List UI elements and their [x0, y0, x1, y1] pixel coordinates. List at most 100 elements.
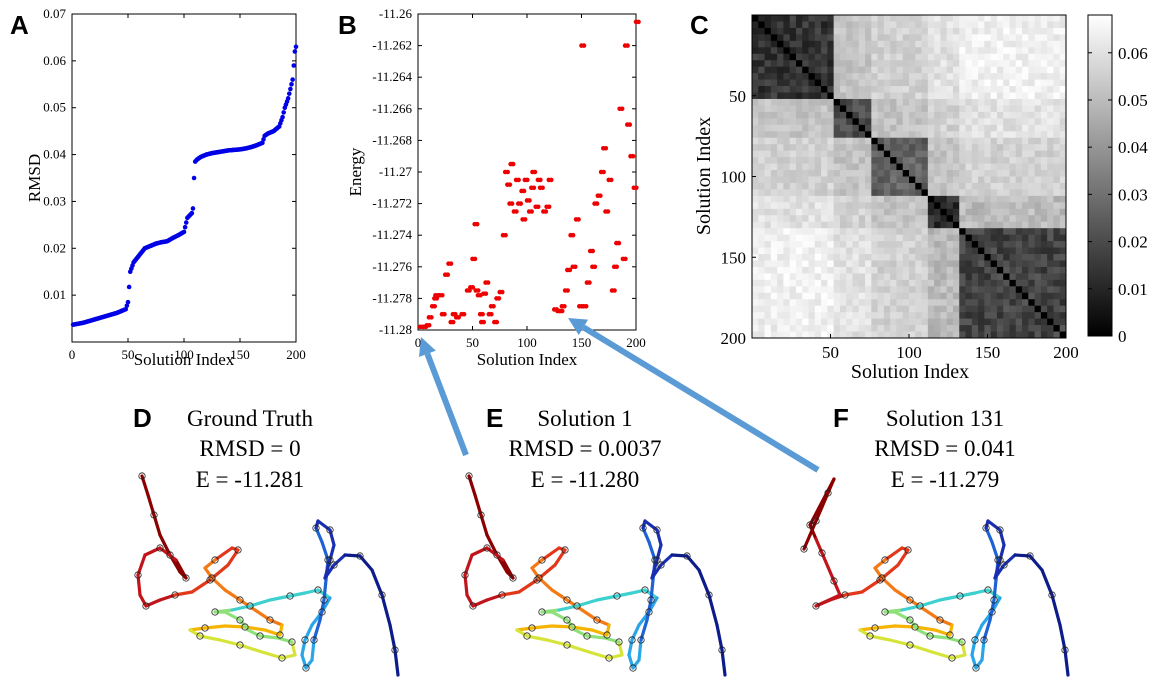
heatmap-cell: [827, 118, 835, 126]
heatmap-cell: [795, 27, 803, 35]
heatmap-cell: [890, 254, 897, 261]
heatmap-cell: [1047, 215, 1054, 223]
heatmap-cell: [902, 331, 910, 339]
residue-marker: [647, 596, 655, 604]
heatmap-cell: [802, 73, 810, 81]
heatmap-cell: [896, 182, 904, 190]
heatmap-cell: [783, 299, 791, 307]
heatmap-cell: [858, 53, 866, 61]
heatmap-cell: [909, 195, 916, 203]
residue-marker: [538, 556, 546, 564]
heatmap-cell: [1015, 34, 1023, 42]
heatmap-cell: [965, 73, 973, 81]
residue-marker: [657, 561, 665, 569]
heatmap-cell: [883, 221, 891, 229]
heatmap-cell: [1034, 331, 1042, 339]
data-point: [456, 315, 461, 320]
heatmap-cell: [890, 234, 897, 242]
heatmap-cell: [1015, 279, 1023, 287]
heatmap-cell: [871, 234, 879, 242]
heatmap-cell: [934, 299, 941, 307]
heatmap-cell: [865, 273, 872, 281]
backbone-segment: [1002, 553, 1017, 567]
heatmap-cell: [783, 260, 791, 268]
heatmap-cell: [1034, 260, 1042, 268]
heatmap-cell: [990, 215, 998, 223]
heatmap-cell: [952, 21, 960, 29]
heatmap-cell: [927, 137, 935, 145]
heatmap-cell: [940, 150, 948, 158]
panel-b: -11.28-11.278-11.276-11.274-11.272-11.27…: [346, 6, 646, 369]
heatmap-cell: [971, 79, 979, 87]
heatmap-cell: [783, 79, 791, 87]
backbone-segment: [268, 618, 284, 627]
heatmap-cell: [1015, 176, 1023, 184]
heatmap-cell: [965, 118, 973, 126]
heatmap-cell: [990, 170, 998, 177]
heatmap-cell: [752, 279, 759, 287]
heatmap-cell: [902, 221, 910, 229]
heatmap-cell: [789, 157, 797, 165]
heatmap-cell: [927, 247, 935, 255]
heatmap-cell: [1047, 234, 1054, 242]
heatmap-cell: [1059, 66, 1067, 74]
residue-marker: [206, 576, 214, 584]
heatmap-cell: [896, 98, 904, 106]
heatmap-cell: [1053, 53, 1061, 61]
heatmap-cell: [1022, 105, 1029, 113]
heatmap-cell: [952, 150, 960, 158]
heatmap-cell: [871, 247, 879, 255]
backbone-segment: [238, 643, 264, 654]
heatmap-cell: [758, 79, 766, 87]
heatmap-cell: [896, 66, 904, 74]
heatmap-cell: [984, 34, 992, 42]
heatmap-cell: [770, 40, 778, 48]
residue-marker: [568, 623, 576, 631]
residue-marker: [583, 632, 591, 640]
heatmap-cell: [952, 292, 960, 300]
heatmap-cell: [858, 98, 866, 106]
heatmap-cell: [871, 228, 879, 236]
heatmap-cell: [990, 79, 998, 87]
heatmap-cell: [1047, 202, 1054, 210]
heatmap-cell: [758, 73, 766, 81]
heatmap-cell: [1015, 202, 1023, 210]
heatmap-cell: [871, 27, 879, 35]
heatmap-cell: [1047, 182, 1054, 190]
heatmap-cell: [846, 73, 853, 81]
heatmap-cell: [752, 189, 759, 197]
heatmap-cell: [1022, 234, 1029, 242]
heatmap-cell: [846, 40, 853, 48]
heatmap-cell: [1053, 241, 1061, 249]
heatmap-cell: [1028, 260, 1036, 268]
heatmap-cell: [814, 234, 822, 242]
heatmap-cell: [827, 73, 835, 81]
heatmap-cell: [783, 150, 791, 158]
heatmap-cell: [858, 79, 866, 87]
heatmap-cell: [783, 86, 791, 94]
backbone-segment: [465, 593, 475, 608]
heatmap-cell: [896, 124, 904, 132]
residue-marker: [958, 638, 966, 646]
heatmap-cell: [971, 105, 979, 113]
heatmap-cell: [890, 182, 897, 190]
heatmap-cell: [984, 176, 992, 184]
heatmap-cell: [833, 292, 841, 300]
heatmap-cell: [833, 79, 841, 87]
heatmap-cell: [921, 241, 929, 249]
heatmap-cell: [833, 27, 841, 35]
heatmap-cell: [915, 27, 923, 35]
residue-marker: [906, 641, 914, 649]
heatmap-cell: [1003, 21, 1010, 29]
heatmap-cell: [758, 318, 766, 326]
heatmap-cell: [883, 312, 891, 320]
heatmap-cell: [990, 228, 998, 236]
heatmap-cell: [927, 144, 935, 152]
heatmap-cell: [927, 325, 935, 333]
heatmap-cell: [990, 111, 998, 119]
heatmap-cell: [764, 176, 772, 184]
heatmap-cell: [927, 150, 935, 158]
heatmap-cell: [802, 182, 810, 190]
heatmap-cell: [871, 34, 879, 42]
heatmap-cell: [971, 176, 979, 184]
